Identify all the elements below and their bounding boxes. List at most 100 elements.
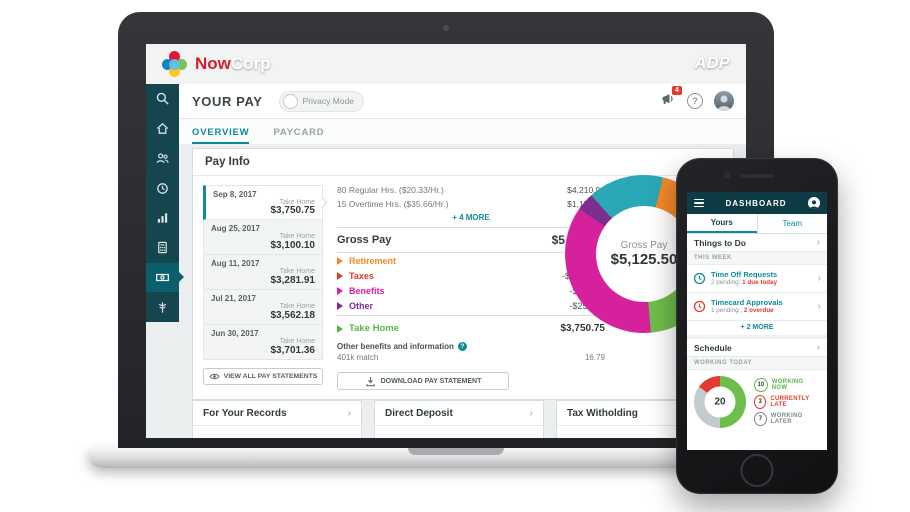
megaphone-icon — [662, 93, 673, 104]
more-earnings-link[interactable]: + 4 MORE — [452, 213, 490, 222]
help-button[interactable]: ? — [687, 93, 703, 109]
legend-label: CURRENTLY LATE — [770, 396, 810, 408]
people-icon — [156, 153, 169, 163]
statement-label: Take Home — [279, 233, 315, 240]
left-nav-sidebar — [146, 84, 184, 322]
header-icons: 4 ? — [660, 85, 734, 112]
privacy-mode-label: Privacy Mode — [302, 96, 355, 106]
download-pay-statement-button[interactable]: DOWNLOAD PAY STATEMENT — [337, 372, 509, 390]
statement-amount: $3,750.75 — [270, 205, 316, 216]
statement-amount: $3,281.91 — [270, 275, 316, 286]
arrow-icon — [337, 286, 343, 295]
schedule-chart-area: 20 10 WORKING NOW 3 CURRENTLY LATE 7 WOR… — [687, 370, 827, 434]
status-normal: 1 pending ; — [711, 307, 744, 314]
person-icon — [717, 95, 731, 111]
card-title: Direct Deposit — [385, 408, 453, 419]
pay-statement-row[interactable]: Aug 11, 2017 Take Home $3,281.91 — [203, 255, 323, 290]
view-all-pay-statements-button[interactable]: VIEW ALL PAY STATEMENTS — [203, 368, 323, 385]
announcements-button[interactable]: 4 — [660, 85, 682, 112]
earning-label: 80 Regular Hrs. ($20.33/Hr.) — [337, 185, 444, 195]
section-title: Things to Do — [694, 237, 746, 248]
phone-tab-bar: Yours Team — [687, 214, 827, 234]
sidebar-item-people[interactable] — [146, 144, 179, 174]
sidebar-item-pay[interactable] — [146, 262, 184, 293]
take-home-label: Take Home — [349, 323, 399, 334]
time-off-requests-item[interactable]: Time Off Requests 2 pending; 1 due today… — [687, 265, 827, 293]
take-home-amount: $3,750.75 — [560, 323, 606, 334]
arrow-icon — [337, 301, 343, 310]
brand-now: Now — [195, 54, 231, 73]
phone-camera-icon — [724, 172, 731, 179]
take-home-row: Take Home $3,750.75 — [337, 315, 605, 337]
item-title: Timecard Approvals — [711, 298, 783, 307]
working-today-donut-chart: 20 — [694, 376, 746, 428]
this-week-label: THIS WEEK — [687, 252, 827, 265]
pay-statement-row[interactable]: Aug 25, 2017 Take Home $3,100.10 — [203, 220, 323, 255]
for-your-records-card[interactable]: For Your Records › — [192, 400, 362, 438]
legend-label: WORKING NOW — [771, 379, 804, 391]
donut-center-value: $5,125.50 — [610, 251, 678, 268]
legend-row: 3 CURRENTLY LATE — [754, 395, 820, 409]
tab-overview[interactable]: OVERVIEW — [192, 119, 250, 145]
clock-icon — [693, 272, 706, 285]
info-question-icon[interactable]: ? — [457, 342, 467, 351]
arrow-icon — [337, 256, 343, 265]
phone-home-button[interactable] — [740, 454, 774, 487]
phone-tab-team[interactable]: Team — [756, 214, 827, 233]
main-content: Pay Info W Sep 8, 2017 Take Home $3,750.… — [146, 144, 746, 438]
statement-label: Take Home — [279, 303, 315, 310]
legend-label: WORKING LATER — [770, 413, 803, 425]
phone-tab-yours[interactable]: Yours — [687, 214, 757, 233]
deduction-label: Benefits — [349, 285, 385, 296]
card-title: Tax Witholding — [567, 408, 638, 419]
tab-paycard[interactable]: PAYCARD — [273, 126, 325, 138]
sidebar-item-home[interactable] — [146, 114, 179, 144]
benefit-value: 16.79 — [584, 353, 605, 362]
tab-bar: OVERVIEW PAYCARD — [146, 119, 746, 146]
donut-center-value: 20 — [704, 386, 736, 418]
hamburger-menu-icon[interactable] — [694, 198, 704, 208]
statement-amount: $3,562.18 — [270, 310, 316, 321]
item-status: 2 pending; 1 due today — [711, 279, 813, 287]
sidebar-item-search[interactable] — [146, 84, 179, 114]
benefit-label: 401k match — [337, 353, 379, 362]
sidebar-item-benefits[interactable] — [146, 292, 179, 322]
sidebar-item-time[interactable] — [146, 173, 179, 203]
statement-date: Jul 21, 2017 — [211, 294, 256, 303]
legend-row: 10 WORKING NOW — [754, 378, 820, 392]
direct-deposit-card[interactable]: Direct Deposit › — [374, 400, 544, 438]
more-items-link[interactable]: + 2 MORE — [687, 321, 827, 339]
card-title: For Your Records — [203, 408, 287, 419]
schedule-section-header[interactable]: Schedule › — [687, 339, 827, 357]
pay-statement-row[interactable]: Sep 8, 2017 Take Home $3,750.75 — [203, 185, 323, 220]
eye-icon — [209, 373, 220, 380]
sidebar-item-calculator[interactable] — [146, 233, 179, 263]
statement-label: Take Home — [279, 338, 315, 345]
user-avatar[interactable] — [714, 91, 734, 111]
phone-user-avatar[interactable] — [808, 197, 820, 209]
things-to-do-section-header[interactable]: Things to Do › — [687, 234, 827, 252]
chevron-right-icon: › — [529, 408, 533, 419]
adp-logo: ADP — [694, 55, 730, 72]
chevron-right-icon: › — [816, 342, 820, 353]
statement-label: Take Home — [279, 199, 315, 206]
timecard-approvals-item[interactable]: Timecard Approvals 1 pending ; 2 overdue… — [687, 293, 827, 321]
pay-statement-row[interactable]: Jul 21, 2017 Take Home $3,562.18 — [203, 290, 323, 325]
pay-statement-row[interactable]: Jun 30, 2017 Take Home $3,701.36 — [203, 325, 323, 360]
legend-count-badge: 3 — [754, 395, 767, 409]
pay-statement-list: Sep 8, 2017 Take Home $3,750.75 Aug 25, … — [203, 185, 323, 385]
page-title: YOUR PAY — [192, 93, 263, 109]
statement-date: Sep 8, 2017 — [213, 190, 257, 199]
gross-pay-label: Gross Pay — [337, 234, 392, 246]
brand-name: NowCorp — [195, 54, 271, 74]
chevron-right-icon: › — [816, 237, 820, 248]
arrow-icon — [337, 324, 343, 333]
medical-caduceus-icon — [158, 301, 167, 313]
sidebar-item-reports[interactable] — [146, 203, 179, 233]
statement-amount: $3,100.10 — [270, 240, 316, 251]
statement-label: Take Home — [279, 268, 315, 275]
privacy-mode-toggle[interactable]: Privacy Mode — [278, 90, 365, 112]
notification-badge: 4 — [672, 85, 682, 95]
pay-info-card: Pay Info W Sep 8, 2017 Take Home $3,750.… — [192, 148, 734, 400]
other-benefits-title: Other benefits and information ? — [337, 342, 605, 351]
